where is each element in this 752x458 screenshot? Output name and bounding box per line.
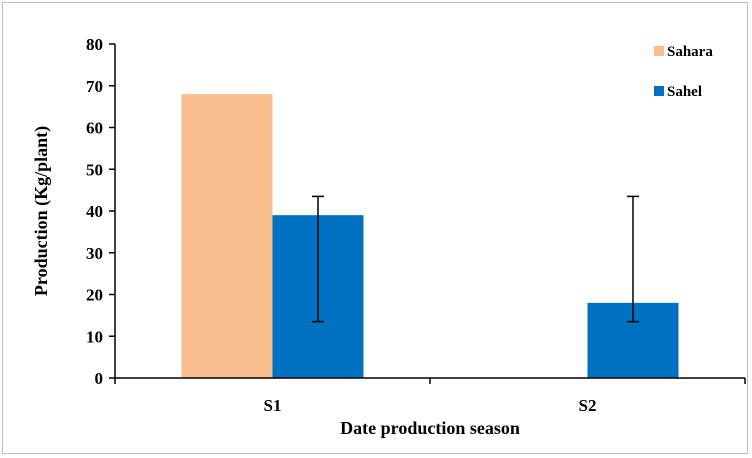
y-tick-label: 0	[95, 369, 104, 388]
legend-label-sahara: Sahara	[667, 44, 713, 60]
y-ticks: 0 10 20 30 40 50 60 70 80	[86, 35, 115, 388]
x-tick-label: S1	[264, 396, 282, 415]
y-tick-label: 10	[86, 327, 103, 346]
bar-sahara-s1	[181, 94, 273, 378]
x-ticks: S1 S2	[114, 378, 746, 415]
x-tick-label: S2	[579, 396, 597, 415]
y-tick-label: 70	[86, 77, 103, 96]
error-bars-layer	[312, 195, 639, 323]
y-axis-title: Production (Kg/plant)	[31, 126, 52, 296]
legend-label-sahel: Sahel	[667, 84, 702, 100]
legend: Sahara Sahel	[654, 44, 713, 100]
x-axis-title: Date production season	[340, 418, 520, 438]
legend-swatch-sahel	[654, 86, 664, 96]
y-tick-label: 20	[86, 286, 103, 305]
y-tick-label: 50	[86, 160, 103, 179]
y-tick-label: 60	[86, 119, 103, 138]
bars-layer	[181, 94, 679, 378]
y-tick-label: 40	[86, 202, 103, 221]
y-tick-label: 80	[86, 35, 103, 54]
legend-swatch-sahara	[654, 46, 664, 56]
y-tick-label: 30	[86, 244, 103, 263]
